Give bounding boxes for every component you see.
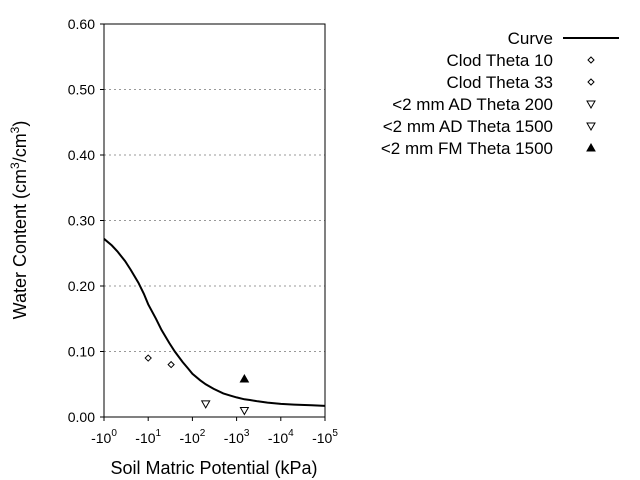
legend: Curve Clod Theta 10 Clod Theta 33 <2 mm AD …: [381, 29, 619, 158]
y-tick-label: 0.00: [68, 409, 95, 425]
data-point: [167, 360, 175, 369]
data-point: [144, 354, 152, 362]
legend-marker-swatch: [587, 78, 595, 86]
y-axis-title-sup2: 3: [8, 126, 22, 133]
data-point: [239, 406, 250, 416]
legend-label: <2 mm AD Theta 1500: [383, 117, 553, 136]
legend-marker-swatch: [586, 100, 596, 110]
x-axis-title: Soil Matric Potential (kPa): [110, 458, 317, 478]
x-tick-label-base: -10: [268, 430, 288, 446]
legend-label: <2 mm FM Theta 1500: [381, 139, 553, 158]
x-tick-label: -100: [91, 428, 117, 446]
y-tick-label: 0.20: [68, 278, 95, 294]
x-tick-label-base: -10: [312, 430, 332, 446]
x-tick-label-base: -10: [180, 430, 200, 446]
y-axis-title-end: ): [10, 121, 30, 127]
legend-label: <2 mm AD Theta 200: [392, 95, 553, 114]
y-axis-title: Water Content (cm3/cm3): [8, 121, 30, 320]
y-tick-label: 0.60: [68, 16, 95, 32]
x-tick-label-exp: 2: [200, 428, 206, 439]
x-tick-label-base: -10: [91, 430, 111, 446]
y-tick-label: 0.10: [68, 344, 95, 360]
x-tick-label: -104: [268, 428, 294, 446]
series-curve-line: [103, 238, 326, 407]
x-tick-label: -103: [224, 428, 250, 446]
data-markers: [144, 354, 250, 416]
data-point: [200, 400, 211, 409]
legend-label: Curve: [508, 29, 553, 48]
grid-lines: [104, 89, 325, 352]
x-tick-label-base: -10: [135, 430, 155, 446]
y-axis-title-main: Water Content (cm: [10, 169, 30, 319]
x-tick-label-exp: 1: [156, 428, 162, 439]
y-axis: 0.00 0.10 0.20 0.30 0.40 0.50 0.60: [68, 16, 104, 425]
x-axis: -100 -101 -102 -103 -104 -105: [91, 417, 338, 446]
y-axis-title-sup1: 3: [8, 162, 22, 169]
legend-marker-swatch: [586, 142, 596, 152]
x-tick-label: -105: [312, 428, 338, 446]
x-tick-label: -101: [135, 428, 161, 446]
legend-label: Clod Theta 10: [447, 51, 553, 70]
x-tick-label-exp: 4: [288, 428, 294, 439]
x-tick-label-exp: 5: [332, 428, 338, 439]
y-tick-label: 0.40: [68, 147, 95, 163]
x-tick-label-exp: 0: [111, 428, 117, 439]
x-tick-label: -102: [180, 428, 206, 446]
legend-label: Clod Theta 33: [447, 73, 553, 92]
legend-marker-swatch: [587, 56, 595, 64]
data-point: [239, 374, 250, 383]
x-tick-label-base: -10: [224, 430, 244, 446]
y-tick-label: 0.50: [68, 82, 95, 98]
y-axis-title-mid: /cm: [10, 133, 30, 162]
y-tick-label: 0.30: [68, 213, 95, 229]
x-tick-label-exp: 3: [244, 428, 250, 439]
legend-marker-swatch: [586, 122, 596, 132]
